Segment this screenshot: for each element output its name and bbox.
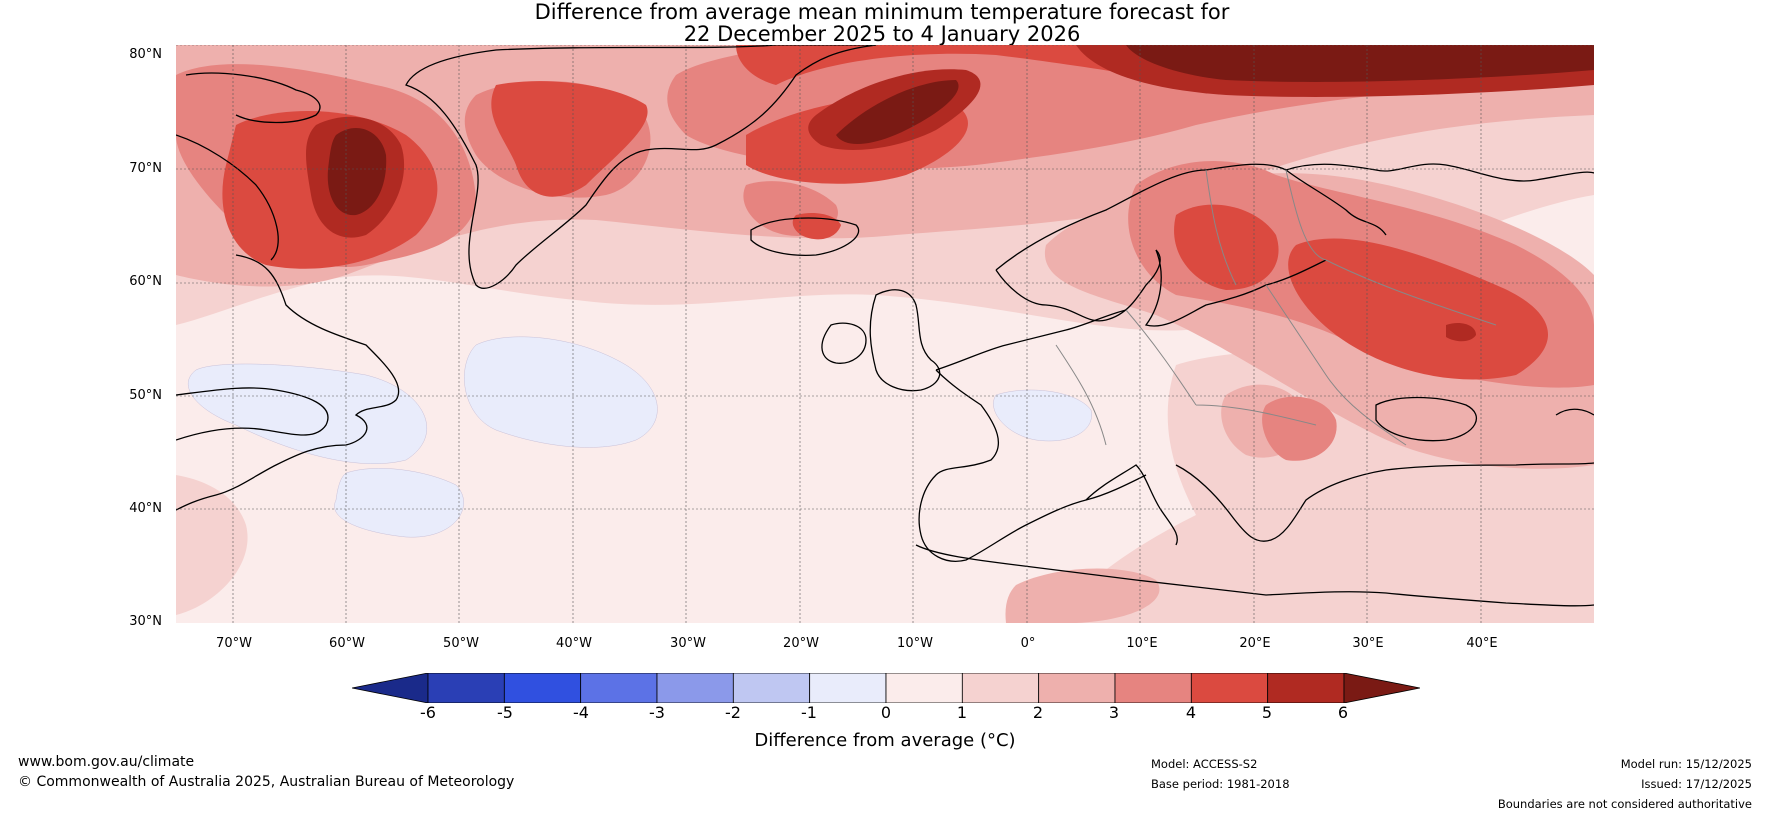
disclaimer-text: Boundaries are not considered authoritat…	[1497, 797, 1752, 811]
base-period-text: Base period: 1981-2018	[1151, 777, 1290, 791]
lon-label-10w: 10°W	[897, 636, 933, 651]
graticule	[176, 45, 1594, 623]
lon-label-60w: 60°W	[329, 636, 365, 651]
anomaly-fill-2-3-d	[1005, 568, 1160, 623]
colorbar-segment	[809, 673, 887, 703]
colorbar-segment	[885, 673, 963, 703]
anomaly-fill-3-4-e	[1262, 396, 1337, 461]
colorbar-tick-neg4: -4	[573, 703, 589, 722]
coastlines	[176, 45, 1594, 607]
colorbar-segment	[580, 673, 658, 703]
colorbar-segment	[961, 673, 1040, 703]
colorbar-tick-neg1: -1	[801, 703, 817, 722]
lon-label-70w: 70°W	[216, 636, 252, 651]
lat-label-80n: 80°N	[129, 47, 162, 62]
lat-label-60n: 60°N	[129, 274, 162, 289]
lat-label-40n: 40°N	[129, 501, 162, 516]
colorbar-tick-0: 0	[880, 703, 892, 722]
title-line-1: Difference from average mean minimum tem…	[534, 0, 1230, 24]
colorbar-tick-4: 4	[1185, 703, 1197, 722]
colorbar-segment	[427, 673, 505, 703]
colorbar	[352, 673, 1420, 703]
lat-label-30n: 30°N	[129, 614, 162, 629]
colorbar-segment	[656, 673, 734, 703]
anomaly-fill-above-6-b	[836, 80, 959, 145]
colorbar-label: Difference from average (°C)	[754, 730, 1016, 751]
lon-label-40w: 40°W	[556, 636, 592, 651]
lon-label-10e: 10°E	[1126, 636, 1158, 651]
colorbar-segment	[732, 673, 811, 703]
colorbar-segment	[1114, 673, 1192, 703]
copyright-text: © Commonwealth of Australia 2025, Austra…	[18, 774, 515, 790]
lon-label-20e: 20°E	[1239, 636, 1271, 651]
anomaly-fill-above-6	[327, 127, 387, 216]
anomaly-fill-neg1-0-b	[464, 336, 658, 448]
lon-label-20w: 20°W	[783, 636, 819, 651]
anomaly-fill-neg1-0-c	[334, 468, 464, 538]
colorbar-segment	[1190, 673, 1269, 703]
colorbar-tick-neg5: -5	[497, 703, 513, 722]
anomaly-fill-4-5-e	[1174, 204, 1279, 290]
colorbar-segment	[1038, 673, 1116, 703]
lat-label-70n: 70°N	[129, 161, 162, 176]
colorbar-tick-neg2: -2	[725, 703, 741, 722]
temperature-anomaly-map	[176, 45, 1594, 623]
colorbar-tick-2: 2	[1032, 703, 1044, 722]
anomaly-fill-4-5-f	[1288, 238, 1549, 380]
colorbar-tick-neg6: -6	[420, 703, 436, 722]
anomaly-fill-above-6-c	[1126, 45, 1594, 82]
colorbar-segment	[1267, 673, 1345, 703]
lon-label-50w: 50°W	[443, 636, 479, 651]
title-line-2: 22 December 2025 to 4 January 2026	[683, 22, 1081, 46]
issued-text: Issued: 17/12/2025	[1641, 777, 1752, 791]
anomaly-fill-neg1-0	[188, 363, 427, 464]
lon-label-40e: 40°E	[1466, 636, 1498, 651]
anomaly-fill-1-2-c	[176, 475, 248, 615]
model-run-text: Model run: 15/12/2025	[1620, 757, 1752, 771]
colorbar-tick-5: 5	[1261, 703, 1273, 722]
model-text: Model: ACCESS-S2	[1151, 757, 1258, 771]
country-borders	[1055, 169, 1497, 446]
website-text: www.bom.gov.au/climate	[18, 754, 195, 770]
lon-label-0: 0°	[1020, 636, 1036, 651]
lon-label-30w: 30°W	[670, 636, 706, 651]
colorbar-segment	[503, 673, 582, 703]
lon-label-30e: 30°E	[1352, 636, 1384, 651]
anomaly-fill-4-5-b	[491, 81, 648, 197]
anomaly-fill-neg1-0-d	[993, 389, 1092, 442]
colorbar-tick-neg3: -3	[649, 703, 665, 722]
anomaly-fill-5-6-d	[1446, 323, 1476, 342]
colorbar-extend-high	[1343, 673, 1420, 703]
colorbar-tick-6: 6	[1337, 703, 1349, 722]
lat-label-50n: 50°N	[129, 388, 162, 403]
colorbar-tick-1: 1	[956, 703, 968, 722]
colorbar-tick-3: 3	[1108, 703, 1120, 722]
colorbar-extend-low	[352, 673, 429, 703]
